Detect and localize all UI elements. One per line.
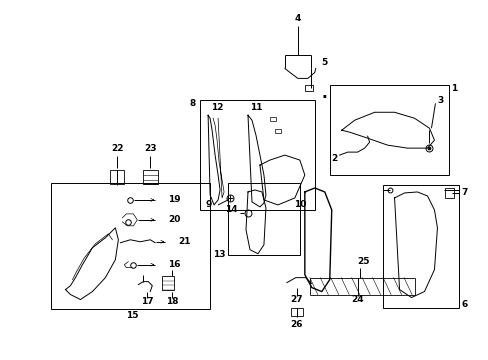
Text: 15: 15 [126, 311, 138, 320]
Bar [444, 188, 453, 198]
Text: 23: 23 [144, 144, 156, 153]
Text: 25: 25 [357, 257, 369, 266]
Bar [162, 276, 174, 290]
Bar [274, 129, 280, 133]
Text: 1: 1 [450, 84, 457, 93]
Text: 11: 11 [249, 103, 262, 112]
Text: 22: 22 [111, 144, 123, 153]
Text: 26: 26 [290, 320, 303, 329]
Text: 18: 18 [165, 297, 178, 306]
Text: 16: 16 [168, 260, 181, 269]
Bar [200, 100, 314, 210]
Bar [143, 170, 158, 184]
Text: 9: 9 [204, 201, 211, 210]
Text: 27: 27 [290, 295, 303, 304]
Text: 24: 24 [351, 295, 363, 304]
Bar [305, 85, 312, 91]
Text: 3: 3 [437, 96, 443, 105]
Bar [50, 183, 210, 310]
Text: 10: 10 [293, 201, 305, 210]
Text: 8: 8 [189, 99, 196, 108]
Text: 20: 20 [168, 215, 180, 224]
Text: 19: 19 [168, 195, 181, 204]
Bar [269, 117, 275, 121]
Text: 6: 6 [461, 300, 467, 309]
Bar [290, 307, 303, 316]
Text: 14: 14 [225, 206, 238, 215]
Bar [382, 185, 458, 307]
Bar [329, 85, 448, 175]
Text: 4: 4 [294, 14, 301, 23]
Text: 5: 5 [321, 58, 327, 67]
Text: 13: 13 [212, 250, 224, 259]
Bar [227, 183, 299, 255]
Text: 2: 2 [331, 154, 337, 163]
Text: 12: 12 [211, 103, 223, 112]
Bar [110, 170, 124, 184]
Text: 21: 21 [178, 237, 190, 246]
Text: 17: 17 [141, 297, 153, 306]
Text: 7: 7 [461, 188, 467, 197]
Text: ▪: ▪ [322, 93, 326, 98]
